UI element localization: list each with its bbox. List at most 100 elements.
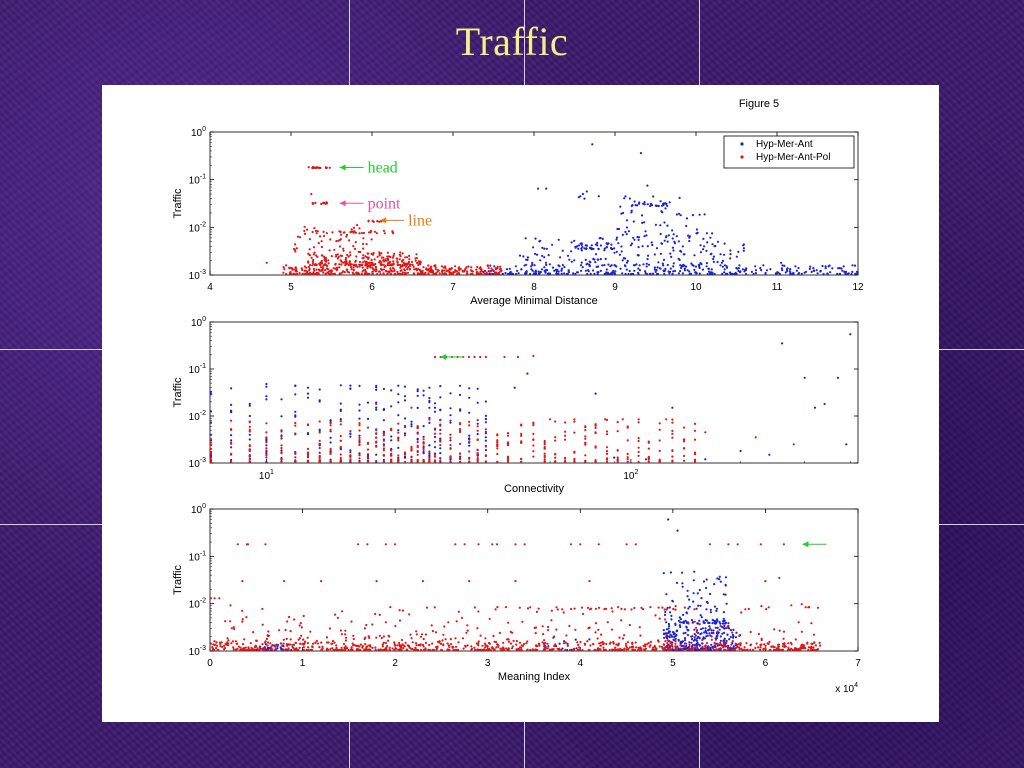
data-point [554,436,557,439]
annotation-arrow [802,541,827,548]
data-point [353,263,356,266]
data-point [760,605,763,608]
data-point [360,232,363,235]
data-point [539,239,542,242]
data-point [611,628,614,631]
data-point [349,254,352,257]
data-point [553,269,556,272]
data-point [404,256,407,259]
data-point [786,269,789,273]
data-point [366,417,370,420]
data-point [553,635,556,638]
data-point [580,606,584,609]
data-point [682,620,686,623]
data-point [735,272,738,276]
data-point [344,256,348,260]
data-point [630,211,633,214]
data-point [566,648,569,652]
data-point [671,418,674,421]
data-point [252,648,255,651]
data-point [683,267,686,270]
data-point [692,639,695,642]
data-point [671,429,674,432]
data-point [248,414,251,418]
data-point [674,608,677,611]
data-point [765,608,768,611]
data-point [507,621,510,624]
data-point [564,434,567,437]
data-point [476,460,479,464]
data-point [810,642,813,645]
data-point [712,257,715,261]
data-point [282,638,285,641]
data-point [294,432,297,435]
data-point [658,645,661,648]
data-point [248,455,251,458]
y-axis-label: Traffic [172,188,184,218]
data-point [616,648,620,651]
data-point [390,460,393,464]
data-point [230,446,233,449]
data-point [594,243,598,246]
data-point [310,272,314,276]
data-point [358,424,361,427]
data-point [685,611,688,614]
data-point [341,271,344,274]
data-point [397,414,400,417]
data-point [449,444,452,447]
data-point [712,629,715,632]
data-point [633,238,636,241]
data-point [532,450,535,453]
data-point [494,608,497,611]
data-point [663,643,666,647]
data-point [349,460,352,463]
data-point [703,631,706,634]
data-point [725,265,728,268]
data-point [463,269,466,272]
data-point [555,268,558,271]
data-point [593,272,596,275]
data-point [563,265,566,269]
data-point [497,645,500,648]
data-point [343,271,346,274]
data-point [596,271,599,274]
data-point [346,233,349,236]
data-point [625,648,628,651]
data-point [371,266,374,270]
data-point [614,648,617,652]
data-point [374,646,377,649]
data-point [705,586,708,590]
x-tick-label: 5 [288,282,294,293]
y-tick-label: 10-1 [189,550,206,563]
data-point [826,272,829,276]
data-point [699,251,703,254]
data-point [705,635,708,638]
data-point [555,628,558,631]
data-point [316,255,319,258]
data-point [444,267,447,270]
data-point [262,648,265,652]
data-point [355,255,358,258]
data-point [209,421,213,424]
data-point [759,648,762,651]
data-point [494,272,497,275]
data-point [637,272,640,276]
data-point [699,628,703,631]
data-point [700,616,703,619]
data-point [449,268,452,271]
data-point [306,451,310,454]
data-point [595,265,598,268]
data-point [613,264,616,267]
data-point [455,270,458,273]
data-point [543,247,546,250]
data-point [474,648,477,652]
data-point [763,643,766,646]
data-point [657,606,660,609]
data-point [645,265,648,268]
data-point [424,647,427,650]
data-point [488,642,491,645]
data-point [588,263,591,266]
data-point [625,226,629,229]
data-point [492,635,495,638]
data-point [294,250,297,253]
